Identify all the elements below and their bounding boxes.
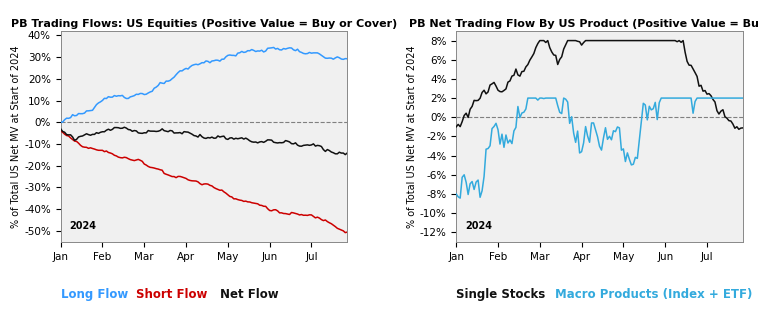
Text: 2024: 2024 — [465, 221, 492, 231]
Text: Macro Products (Index + ETF): Macro Products (Index + ETF) — [555, 288, 752, 301]
Text: 2024: 2024 — [69, 221, 96, 231]
Text: Net Flow: Net Flow — [220, 288, 278, 301]
Text: Single Stocks: Single Stocks — [456, 288, 546, 301]
Text: Short Flow: Short Flow — [136, 288, 208, 301]
Title: PB Trading Flows: US Equities (Positive Value = Buy or Cover): PB Trading Flows: US Equities (Positive … — [11, 19, 397, 29]
Y-axis label: % of Total US Net MV at Start of 2024: % of Total US Net MV at Start of 2024 — [11, 45, 21, 228]
Title: PB Net Trading Flow By US Product (Positive Value = Buying): PB Net Trading Flow By US Product (Posit… — [409, 19, 758, 29]
Y-axis label: % of Total US Net MV at Start of 2024: % of Total US Net MV at Start of 2024 — [407, 45, 417, 228]
Text: Long Flow: Long Flow — [61, 288, 128, 301]
